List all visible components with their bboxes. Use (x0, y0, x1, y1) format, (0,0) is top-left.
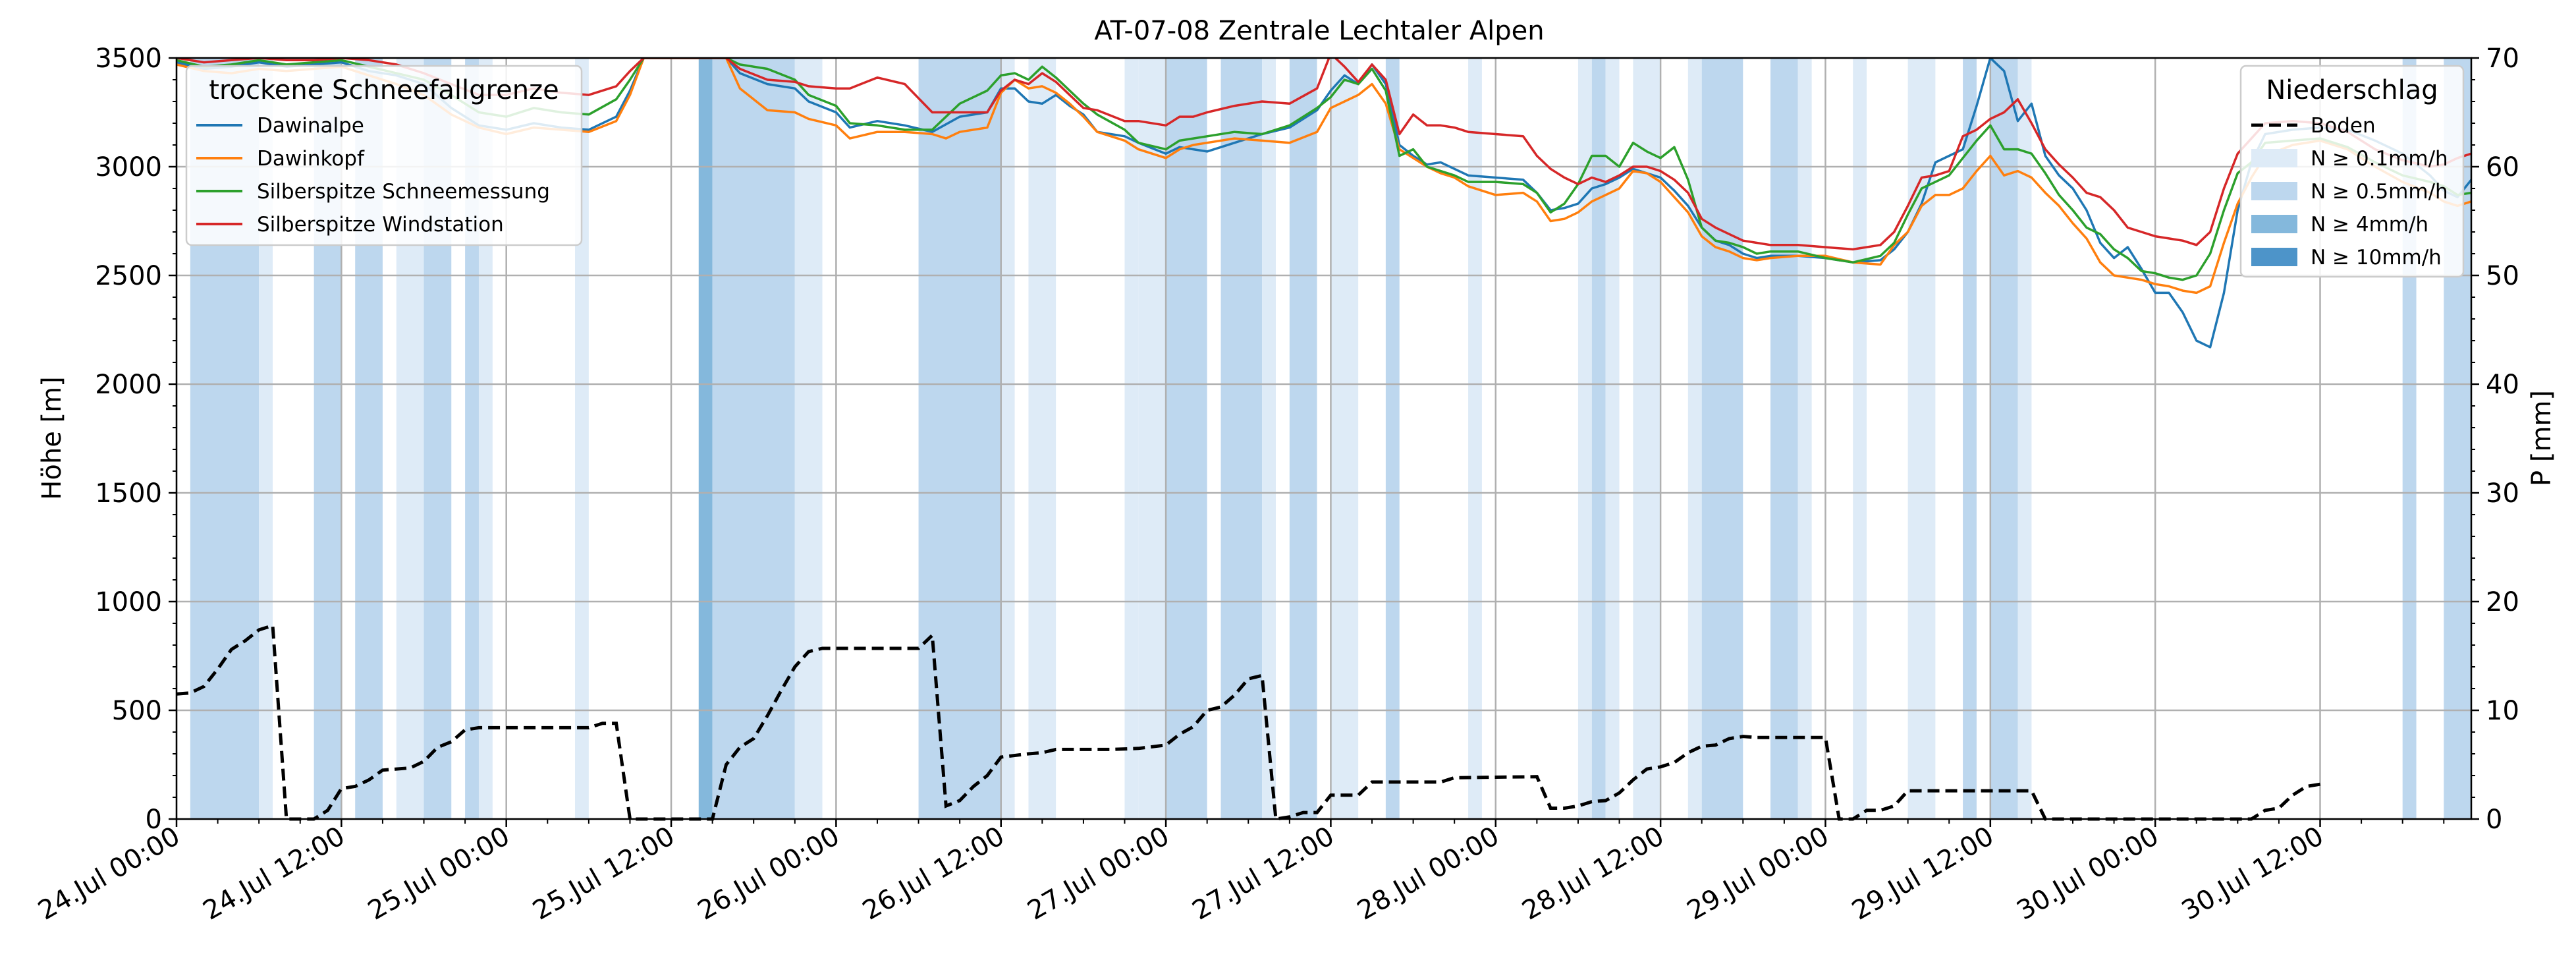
y2-tick-label: 40 (2486, 370, 2519, 400)
x-tick-label: 30.Jul 00:00 (2012, 821, 2164, 926)
y-tick-label: 2000 (95, 370, 162, 400)
precip-band (1687, 58, 1702, 819)
legend-left-label: Silberspitze Schneemessung (257, 180, 550, 204)
y2-tick-label: 70 (2486, 43, 2519, 74)
y-tick-label: 500 (112, 696, 162, 726)
precip-band (1124, 58, 1139, 819)
precip-band (918, 58, 1001, 819)
precip-band (698, 58, 713, 819)
precip-band (1853, 58, 1867, 819)
y2-tick-label: 10 (2486, 696, 2519, 726)
x-tick-label: 27.Jul 00:00 (1022, 821, 1174, 926)
legend-right-label: Boden (2311, 114, 2376, 138)
legend-right-label: N ≥ 10mm/h (2311, 246, 2442, 269)
x-tick-label: 25.Jul 00:00 (363, 821, 515, 926)
y-tick-label: 3000 (95, 152, 162, 183)
legend-right-swatch (2251, 248, 2297, 266)
x-tick-label: 28.Jul 12:00 (1517, 821, 1669, 926)
legend-left-title: trockene Schneefallgrenze (209, 75, 559, 105)
x-tick-label: 25.Jul 12:00 (528, 821, 680, 926)
legend-right-title: Niederschlag (2266, 75, 2438, 105)
legend-right-label: N ≥ 4mm/h (2311, 213, 2428, 237)
y2-axis-label: P [mm] (2527, 390, 2557, 486)
y2-tick-label: 50 (2486, 261, 2519, 291)
precip-band (1385, 58, 1400, 819)
legend-right-label: N ≥ 0.1mm/h (2311, 147, 2448, 171)
y2-tick-label: 20 (2486, 587, 2519, 617)
boden-line (176, 623, 2320, 821)
precip-band (575, 58, 589, 819)
precip-band (1701, 58, 1743, 819)
precip-band (1028, 58, 1056, 819)
series-lines (177, 58, 2471, 349)
precip-band (1591, 58, 1606, 819)
precip-band (1468, 58, 1482, 819)
y-axis-left: 0 500 1000 1500 2000 2500 3000 3500 (95, 43, 177, 835)
y2-tick-label: 30 (2486, 478, 2519, 509)
y-tick-label: 3500 (95, 43, 162, 74)
precip-band (1990, 58, 2018, 819)
x-tick-label: 24.Jul 12:00 (198, 821, 350, 926)
y-tick-label: 1000 (95, 587, 162, 617)
precip-band (1633, 58, 1661, 819)
legend-left-box (185, 65, 583, 246)
legend-right-label: N ≥ 0.5mm/h (2311, 180, 2448, 204)
precip-band (465, 58, 479, 819)
y-axis-right: 0 10 20 30 40 50 60 70 (2471, 43, 2519, 835)
precip-band (1330, 58, 1359, 819)
precip-band (1963, 58, 1977, 819)
y-tick-label: 2500 (95, 261, 162, 291)
x-tick-label: 24.Jul 00:00 (33, 821, 185, 926)
y2-tick-label: 0 (2486, 805, 2502, 835)
precip-band (712, 58, 795, 819)
precip-band (1770, 58, 1798, 819)
precip-band (794, 58, 823, 819)
y-tick-label: 1500 (95, 478, 162, 509)
precip-band (1262, 58, 1276, 819)
legend-left: trockene Schneefallgrenze Dawinalpe Dawink… (185, 65, 583, 246)
chart-title: AT-07-08 Zentrale Lechtaler Alpen (1094, 16, 1544, 46)
legend-left-label: Silberspitze Windstation (257, 213, 504, 237)
x-axis: 24.Jul 00:00 24.Jul 12:00 25.Jul 00:00 25.J… (33, 819, 2445, 926)
plot-frame (175, 57, 2473, 820)
legend-right: Niederschlag Boden N ≥ 0.1mm/h N ≥ 0.5mm/h N… (2239, 65, 2465, 278)
x-tick-label: 27.Jul 12:00 (1188, 821, 1340, 926)
series-line-silberspitze-windstation (177, 58, 2471, 251)
series-line-dawinkopf (177, 58, 2471, 295)
series-line-dawinalpe (177, 58, 2471, 349)
y-axis-label: Höhe [m] (37, 376, 67, 499)
boden-line-group (176, 623, 2320, 821)
precip-band (1289, 58, 1317, 819)
precip-band (1000, 58, 1015, 819)
x-tick-label: 26.Jul 12:00 (858, 821, 1010, 926)
legend-right-swatch (2251, 215, 2297, 233)
y-tick-label: 0 (146, 805, 162, 835)
precip-bands (190, 58, 2471, 819)
precip-band (1166, 58, 1207, 819)
y2-tick-label: 60 (2486, 152, 2519, 183)
x-tick-label: 29.Jul 00:00 (1682, 821, 1834, 926)
precip-band (1577, 58, 1592, 819)
series-line-silberspitze-schneemessung (177, 58, 2471, 281)
precip-band (1220, 58, 1263, 819)
precip-band (1138, 58, 1166, 819)
precip-band (2017, 58, 2032, 819)
legend-right-swatch (2251, 149, 2297, 167)
x-tick-label: 28.Jul 00:00 (1352, 821, 1504, 926)
precip-band (1797, 58, 1812, 819)
precip-band (478, 58, 493, 819)
x-tick-label: 29.Jul 12:00 (1847, 821, 1999, 926)
x-tick-label: 26.Jul 00:00 (693, 821, 845, 926)
x-tick-label: 30.Jul 12:00 (2177, 821, 2329, 926)
legend-left-label: Dawinalpe (257, 114, 364, 138)
legend-left-label: Dawinkopf (257, 147, 365, 171)
precip-band (1605, 58, 1620, 819)
legend-right-swatch (2251, 182, 2297, 200)
